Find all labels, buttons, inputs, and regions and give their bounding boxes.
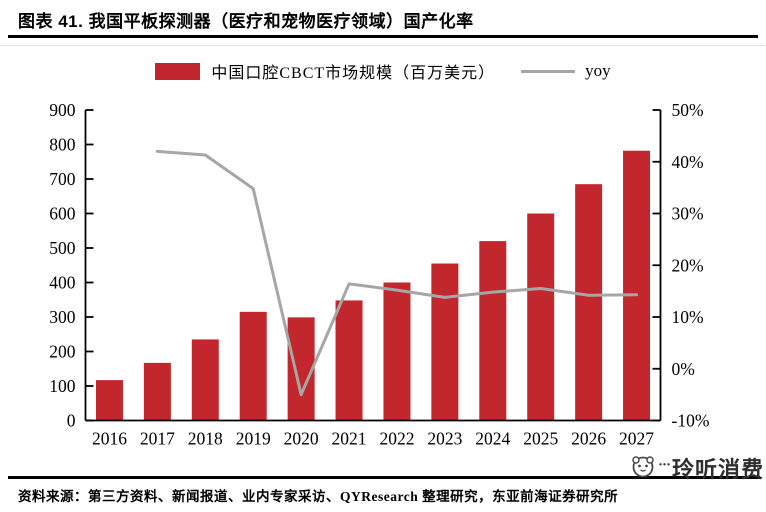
left-axis-label: 200 (49, 342, 76, 362)
left-axis-label: 400 (49, 273, 76, 293)
left-axis-label: 0 (67, 411, 76, 431)
bar-2021 (335, 300, 363, 421)
x-axis-label-2025: 2025 (523, 429, 558, 449)
chart-legend: 中国口腔CBCT市场规模（百万美元） yoy (0, 57, 766, 85)
left-axis-label: 300 (49, 307, 76, 327)
combo-chart: 0 100 200 300 400 500 600 700 800 900 -10% 0% 10% 20%… (49, 100, 710, 449)
watermark: ··· 玲听消费 (630, 452, 764, 484)
watermark-logo-icon (630, 453, 656, 484)
right-axis-label: 50% (672, 100, 704, 120)
left-axis-label: 800 (49, 135, 76, 155)
bar-2018 (191, 339, 219, 421)
right-axis-label: 0% (672, 359, 695, 379)
line-series-swatch (521, 69, 576, 73)
line-series-label: yoy (585, 61, 611, 80)
bar-2016 (95, 380, 123, 421)
bar-series-label: 中国口腔CBCT市场规模（百万美元） (211, 65, 496, 82)
bar-2022 (383, 282, 411, 421)
bar-2027 (623, 150, 651, 421)
bar-2026 (575, 184, 603, 421)
bar-2020 (287, 317, 315, 421)
bar-2019 (239, 311, 267, 421)
x-axis-label-2022: 2022 (379, 429, 414, 449)
yoy-line (155, 149, 639, 397)
x-axis-label-2026: 2026 (571, 429, 606, 449)
x-axis-label-2021: 2021 (332, 429, 367, 449)
right-axis-label: 40% (672, 152, 704, 172)
x-axis-label-2027: 2027 (619, 429, 654, 449)
x-axis-label-2024: 2024 (475, 429, 510, 449)
bar-2017 (143, 362, 171, 421)
x-axis-label-2023: 2023 (427, 429, 462, 449)
title-rule (8, 35, 758, 38)
x-axis-label-2018: 2018 (188, 429, 223, 449)
bar-2023 (431, 263, 459, 421)
source-note: 资料来源：第三方资料、新闻报道、业内专家采访、QYResearch 整理研究，东… (18, 489, 619, 504)
right-axis-label: 20% (672, 255, 704, 275)
left-axis-label: 900 (49, 100, 76, 120)
left-axis-label: 100 (49, 376, 76, 396)
right-axis-label: -10% (672, 411, 710, 431)
watermark-dots: ··· (657, 456, 671, 473)
left-axis-label: 500 (49, 238, 76, 258)
bar-series-swatch (155, 62, 201, 80)
watermark-text: 玲听消费 (671, 457, 764, 482)
chart-title: 图表 41. 我国平板探测器（医疗和宠物医疗领域）国产化率 (18, 12, 474, 31)
bar-2024 (479, 241, 507, 421)
bottom-rule (8, 476, 760, 479)
x-axis-label-2020: 2020 (284, 429, 319, 449)
x-axis-label-2017: 2017 (140, 429, 175, 449)
faint-divider (0, 45, 766, 46)
left-axis-label: 700 (49, 169, 76, 189)
x-axis-label-2019: 2019 (236, 429, 271, 449)
right-axis-label: 10% (672, 307, 704, 327)
right-axis-label: 30% (672, 204, 704, 224)
x-axis-label-2016: 2016 (92, 429, 127, 449)
bar-2025 (527, 213, 555, 421)
left-axis-label: 600 (49, 204, 76, 224)
